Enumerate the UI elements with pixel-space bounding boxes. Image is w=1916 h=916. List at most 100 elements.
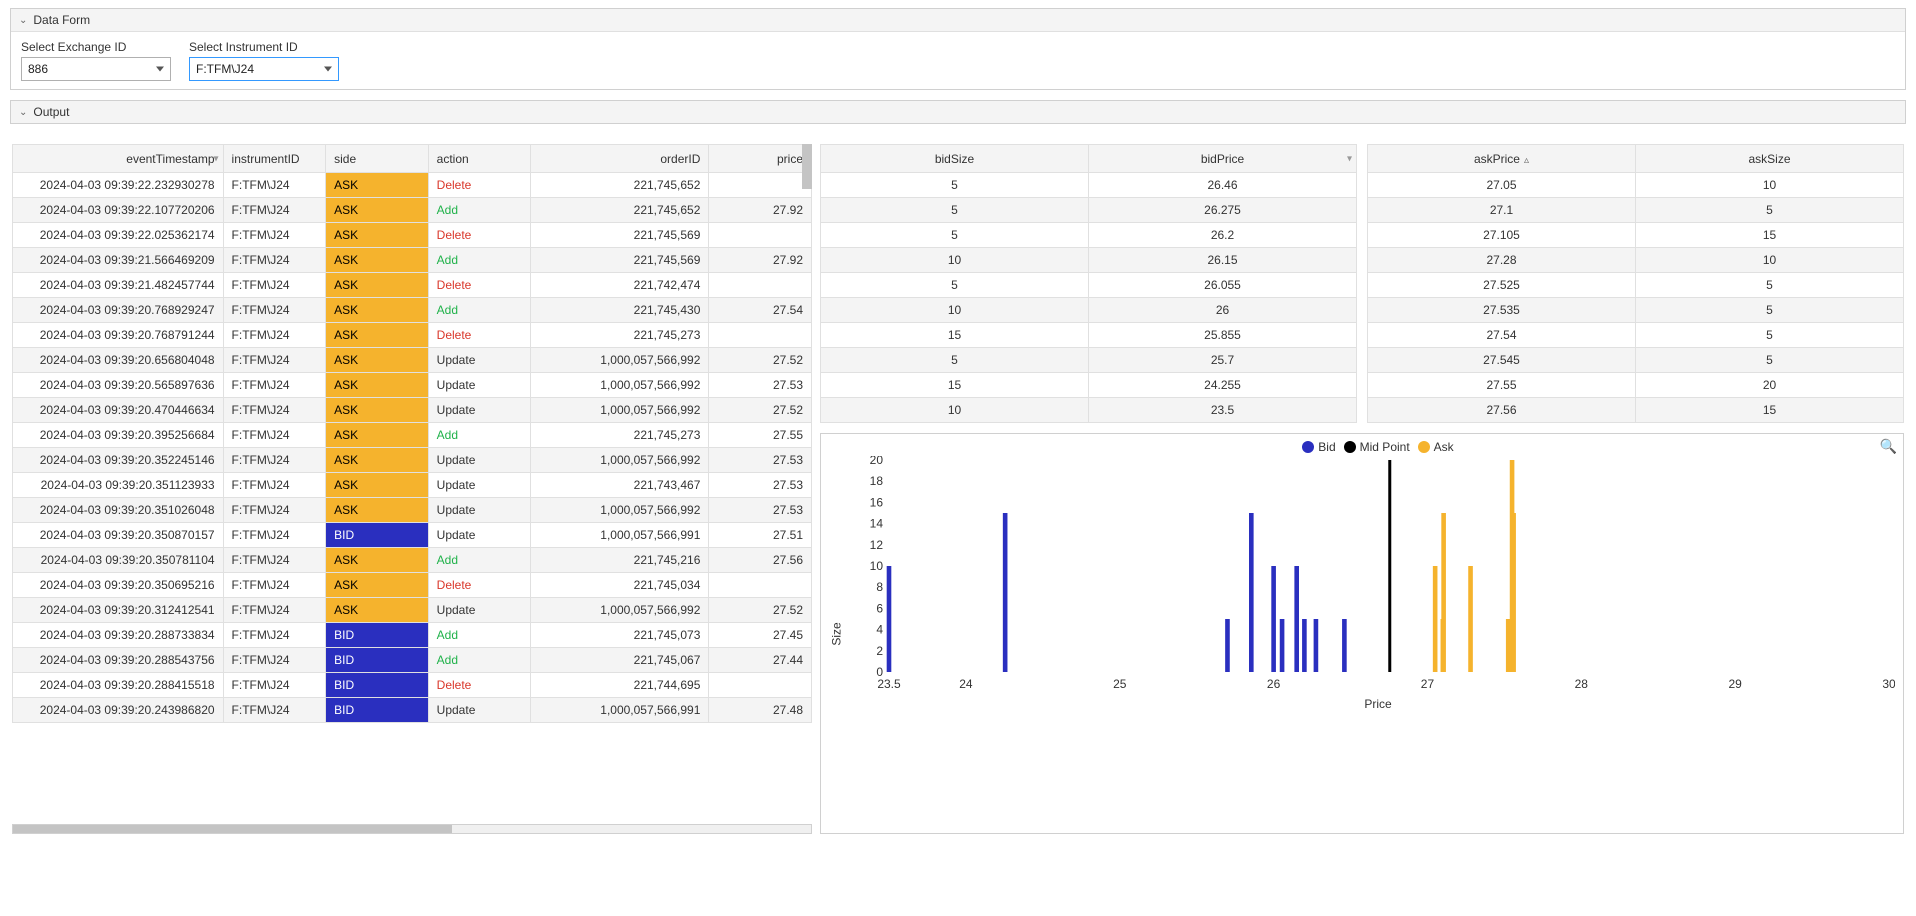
table-row[interactable]: 2024-04-03 09:39:22.232930278F:TFM\J24AS…	[13, 173, 812, 198]
horizontal-scrollbar[interactable]	[12, 824, 812, 834]
cell-side: ASK	[326, 423, 429, 448]
table-row[interactable]: 2024-04-03 09:39:20.768791244F:TFM\J24AS…	[13, 323, 812, 348]
col-orderID[interactable]: orderID	[531, 145, 709, 173]
cell-ts: 2024-04-03 09:39:20.395256684	[13, 423, 224, 448]
output-panel-header[interactable]: ⌄ Output	[11, 101, 1905, 123]
exchange-select[interactable]: 886	[21, 57, 171, 81]
cell-ts: 2024-04-03 09:39:20.350781104	[13, 548, 224, 573]
cell-bidsize: 10	[821, 248, 1089, 273]
table-row[interactable]: 2024-04-03 09:39:20.470446634F:TFM\J24AS…	[13, 398, 812, 423]
table-row[interactable]: 2024-04-03 09:39:21.482457744F:TFM\J24AS…	[13, 273, 812, 298]
table-row[interactable]: 1026.15	[821, 248, 1357, 273]
table-row[interactable]: 526.46	[821, 173, 1357, 198]
cell-asksize: 15	[1636, 398, 1904, 423]
col-action[interactable]: action	[428, 145, 531, 173]
cell-action: Add	[428, 248, 531, 273]
cell-inst: F:TFM\J24	[223, 398, 326, 423]
table-row[interactable]: 27.5255	[1368, 273, 1904, 298]
svg-text:6: 6	[876, 601, 883, 615]
svg-text:14: 14	[870, 517, 884, 531]
data-form-panel-header[interactable]: ⌄ Data Form	[11, 9, 1905, 31]
cell-side: BID	[326, 698, 429, 723]
cell-price: 27.52	[709, 348, 812, 373]
table-row[interactable]: 2024-04-03 09:39:20.288733834F:TFM\J24BI…	[13, 623, 812, 648]
table-row[interactable]: 2024-04-03 09:39:20.288415518F:TFM\J24BI…	[13, 673, 812, 698]
col-eventTimestamp[interactable]: eventTimestamp▾	[13, 145, 224, 173]
table-row[interactable]: 27.2810	[1368, 248, 1904, 273]
table-row[interactable]: 27.10515	[1368, 223, 1904, 248]
svg-text:18: 18	[870, 474, 884, 488]
cell-side: ASK	[326, 248, 429, 273]
table-row[interactable]: 526.055	[821, 273, 1357, 298]
table-row[interactable]: 2024-04-03 09:39:20.565897636F:TFM\J24AS…	[13, 373, 812, 398]
cell-price: 27.48	[709, 698, 812, 723]
table-row[interactable]: 2024-04-03 09:39:20.288543756F:TFM\J24BI…	[13, 648, 812, 673]
cell-inst: F:TFM\J24	[223, 648, 326, 673]
cell-orderid: 221,745,569	[531, 248, 709, 273]
table-row[interactable]: 2024-04-03 09:39:20.243986820F:TFM\J24BI…	[13, 698, 812, 723]
cell-ts: 2024-04-03 09:39:20.768791244	[13, 323, 224, 348]
table-row[interactable]: 27.545	[1368, 323, 1904, 348]
table-row[interactable]: 1524.255	[821, 373, 1357, 398]
table-row[interactable]: 2024-04-03 09:39:20.312412541F:TFM\J24AS…	[13, 598, 812, 623]
cell-price: 27.53	[709, 448, 812, 473]
cell-orderid: 1,000,057,566,992	[531, 498, 709, 523]
scrollbar-thumb[interactable]	[13, 825, 452, 833]
cell-ts: 2024-04-03 09:39:20.768929247	[13, 298, 224, 323]
table-row[interactable]: 2024-04-03 09:39:21.566469209F:TFM\J24AS…	[13, 248, 812, 273]
cell-price: 27.53	[709, 498, 812, 523]
scrollbar-thumb[interactable]	[802, 144, 812, 189]
table-row[interactable]: 27.5615	[1368, 398, 1904, 423]
cell-orderid: 221,745,652	[531, 173, 709, 198]
instrument-select[interactable]: F:TFM\J24	[189, 57, 339, 81]
cell-price: 27.45	[709, 623, 812, 648]
filter-icon[interactable]: ▾	[1347, 153, 1352, 164]
cell-inst: F:TFM\J24	[223, 223, 326, 248]
filter-icon[interactable]: ▾	[214, 153, 219, 164]
cell-asksize: 10	[1636, 248, 1904, 273]
cell-side: ASK	[326, 473, 429, 498]
instrument-select-value: F:TFM\J24	[196, 62, 254, 76]
table-row[interactable]: 27.5455	[1368, 348, 1904, 373]
magnify-icon[interactable]: 🔍	[1880, 438, 1897, 455]
table-row[interactable]: 27.15	[1368, 198, 1904, 223]
table-row[interactable]: 2024-04-03 09:39:20.656804048F:TFM\J24AS…	[13, 348, 812, 373]
col-price[interactable]: price	[709, 145, 812, 173]
col-askPrice[interactable]: askPrice▵	[1368, 145, 1636, 173]
output-body: eventTimestamp▾ instrumentID side action…	[10, 134, 1906, 836]
col-askSize[interactable]: askSize	[1636, 145, 1904, 173]
svg-text:23.5: 23.5	[877, 677, 901, 691]
table-row[interactable]: 2024-04-03 09:39:22.107720206F:TFM\J24AS…	[13, 198, 812, 223]
table-row[interactable]: 526.2	[821, 223, 1357, 248]
table-row[interactable]: 2024-04-03 09:39:20.351026048F:TFM\J24AS…	[13, 498, 812, 523]
table-row[interactable]: 27.0510	[1368, 173, 1904, 198]
table-row[interactable]: 2024-04-03 09:39:20.768929247F:TFM\J24AS…	[13, 298, 812, 323]
cell-orderid: 221,743,467	[531, 473, 709, 498]
table-row[interactable]: 2024-04-03 09:39:22.025362174F:TFM\J24AS…	[13, 223, 812, 248]
table-row[interactable]: 1023.5	[821, 398, 1357, 423]
table-row[interactable]: 1525.855	[821, 323, 1357, 348]
table-row[interactable]: 2024-04-03 09:39:20.395256684F:TFM\J24AS…	[13, 423, 812, 448]
cell-orderid: 221,742,474	[531, 273, 709, 298]
col-bidSize[interactable]: bidSize	[821, 145, 1089, 173]
cell-action: Delete	[428, 573, 531, 598]
table-row[interactable]: 1026	[821, 298, 1357, 323]
col-side[interactable]: side	[326, 145, 429, 173]
chart-svg[interactable]: 0246810121416182023.524252627282930	[861, 456, 1895, 696]
table-row[interactable]: 2024-04-03 09:39:20.350781104F:TFM\J24AS…	[13, 548, 812, 573]
table-row[interactable]: 2024-04-03 09:39:20.350870157F:TFM\J24BI…	[13, 523, 812, 548]
cell-side: ASK	[326, 398, 429, 423]
svg-text:20: 20	[870, 456, 884, 467]
table-row[interactable]: 27.5520	[1368, 373, 1904, 398]
table-row[interactable]: 525.7	[821, 348, 1357, 373]
svg-text:30: 30	[1882, 677, 1895, 691]
table-row[interactable]: 526.275	[821, 198, 1357, 223]
table-row[interactable]: 2024-04-03 09:39:20.350695216F:TFM\J24AS…	[13, 573, 812, 598]
col-bidPrice[interactable]: bidPrice▾	[1089, 145, 1357, 173]
table-row[interactable]: 2024-04-03 09:39:20.352245146F:TFM\J24AS…	[13, 448, 812, 473]
col-instrumentID[interactable]: instrumentID	[223, 145, 326, 173]
cell-orderid: 221,745,273	[531, 323, 709, 348]
table-row[interactable]: 2024-04-03 09:39:20.351123933F:TFM\J24AS…	[13, 473, 812, 498]
table-row[interactable]: 27.5355	[1368, 298, 1904, 323]
cell-bidsize: 5	[821, 273, 1089, 298]
